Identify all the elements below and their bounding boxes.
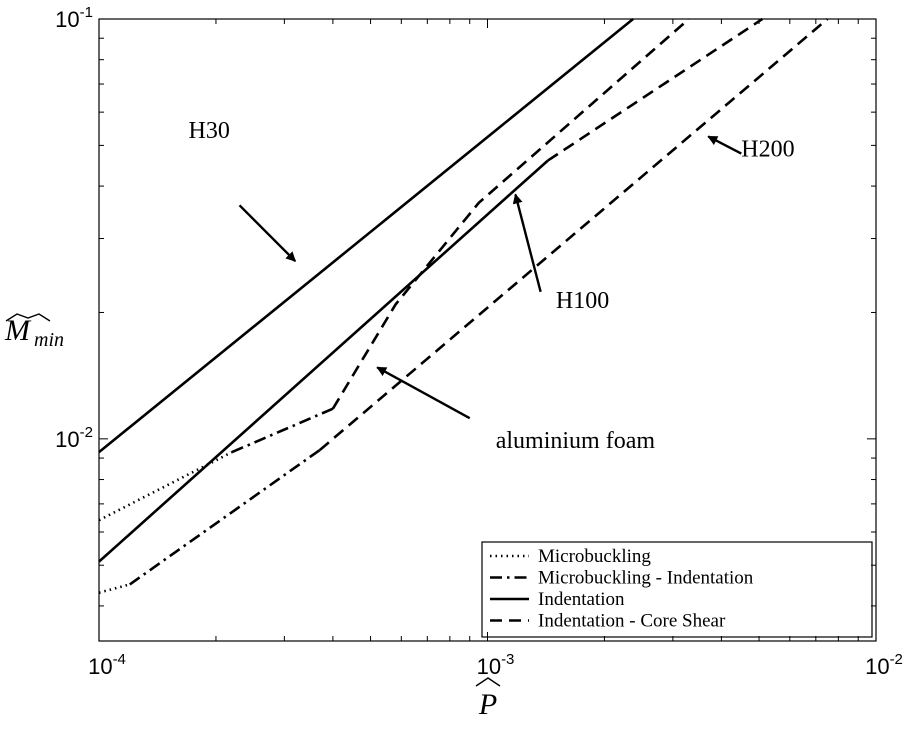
legend-label: Microbuckling - Indentation [538,568,754,589]
annotation-label: H30 [189,118,230,144]
x-tick-label: 10-2 [865,651,903,679]
annotation-layer: H30 H100 H200 aluminium foam [189,118,795,454]
series-line-solid [98,159,549,563]
annotation-arrow [238,204,297,262]
annotation-label: aluminium foam [496,428,656,454]
legend-label: Indentation [538,589,625,610]
x-axis-label: P [475,677,501,721]
annotation-arrow [512,193,542,293]
plot-area [99,19,876,641]
series-layer [98,17,829,594]
legend-box [481,541,873,638]
y-axis-label-subscript: min [34,329,64,351]
y-tick-label: 10-1 [55,4,93,32]
x-axis-label-hat [475,677,501,687]
annotation-arrow [376,366,471,420]
x-axis-label-text: P [478,688,497,721]
x-tick-label: 10-4 [88,651,126,679]
legend-label: Microbuckling [538,546,651,567]
series-line-dashdot [231,407,334,454]
annotation-arrow [707,135,742,155]
y-axis-label-hat [5,313,51,322]
y-axis-label: M min [4,313,64,351]
annotation-label: H200 [741,137,794,163]
series-line-dashed [331,18,690,410]
series-line-dashdot [129,449,321,586]
y-tick-label: 10-2 [55,424,93,452]
tick-layer: 10-4 10-3 10-2 10-2 10-1 [55,4,903,679]
x-tick-label: 10-3 [477,651,515,679]
series-line-dashed [547,17,764,162]
series-line-solid [98,17,634,454]
annotation-label: H100 [556,288,609,314]
legend-label: Indentation - Core Shear [538,611,726,632]
series-line-dashed [318,18,829,452]
